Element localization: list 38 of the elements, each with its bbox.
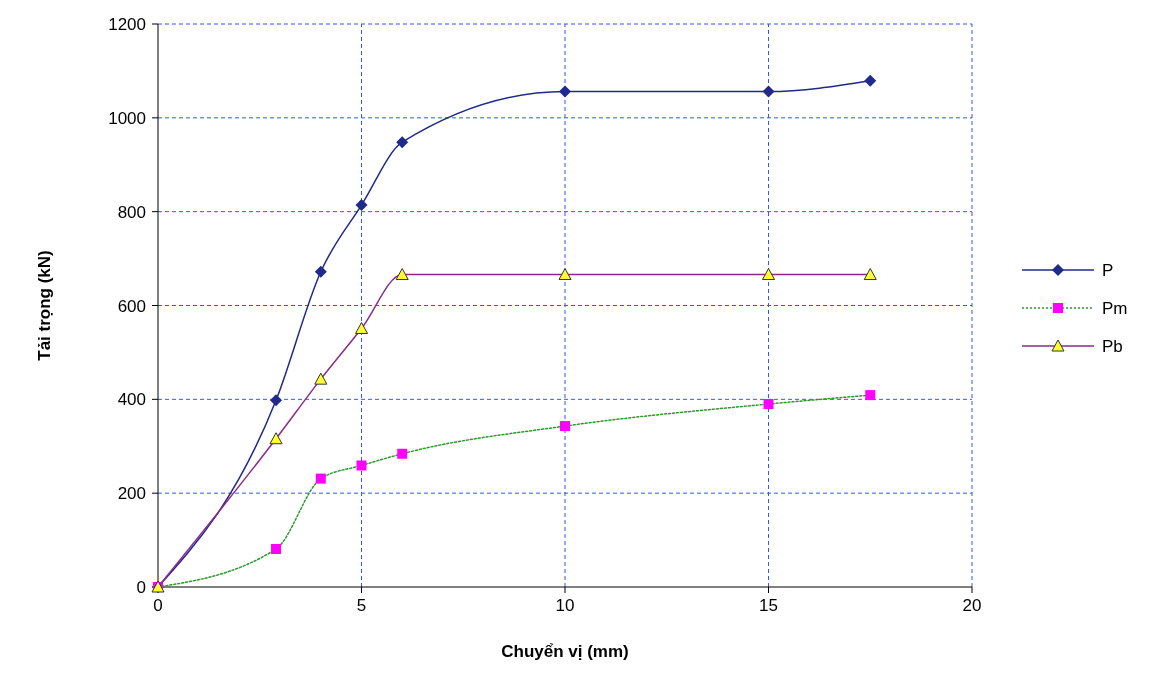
- point: [314, 372, 328, 385]
- point: [762, 85, 775, 98]
- point: [315, 473, 326, 484]
- point: [271, 544, 282, 554]
- x-tick-label: 10: [555, 596, 575, 615]
- point: [269, 432, 283, 445]
- point: [355, 321, 368, 334]
- point: [314, 265, 327, 278]
- point: [560, 421, 570, 432]
- point: [397, 448, 408, 459]
- point: [356, 460, 367, 471]
- point: [395, 268, 409, 281]
- y-axis-title: Tải trọng (kN): [35, 250, 54, 361]
- point: [355, 199, 368, 212]
- legend-label: Pb: [1102, 337, 1123, 356]
- point: [270, 394, 283, 407]
- point: [396, 136, 409, 149]
- y-tick-label: 400: [117, 390, 146, 410]
- x-axis-title: Chuyển vị (mm): [501, 642, 629, 661]
- legend-label: P: [1102, 261, 1114, 280]
- x-tick-label: 0: [153, 596, 163, 615]
- point: [863, 268, 877, 281]
- point: [558, 268, 572, 281]
- y-tick-label: 1200: [108, 15, 146, 34]
- legend-label: Pm: [1102, 299, 1128, 318]
- y-tick-label: 0: [136, 578, 146, 597]
- y-tick-label: 1000: [108, 108, 146, 128]
- point: [864, 74, 877, 87]
- point: [559, 85, 571, 98]
- x-tick-label: 15: [759, 596, 778, 615]
- y-tick-label: 800: [117, 202, 146, 222]
- y-tick-label: 200: [117, 484, 146, 504]
- point: [865, 390, 876, 401]
- point: [762, 268, 775, 281]
- x-tick-label: 20: [962, 596, 982, 615]
- y-tick-label: 600: [117, 296, 146, 316]
- point: [763, 399, 774, 410]
- x-tick-label: 5: [356, 596, 367, 615]
